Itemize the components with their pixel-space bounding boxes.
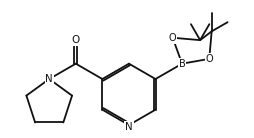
Text: N: N [125,122,133,132]
Text: O: O [169,33,177,43]
Text: B: B [179,59,185,69]
Text: N: N [45,74,53,84]
Text: O: O [205,54,213,64]
Text: O: O [72,35,80,45]
